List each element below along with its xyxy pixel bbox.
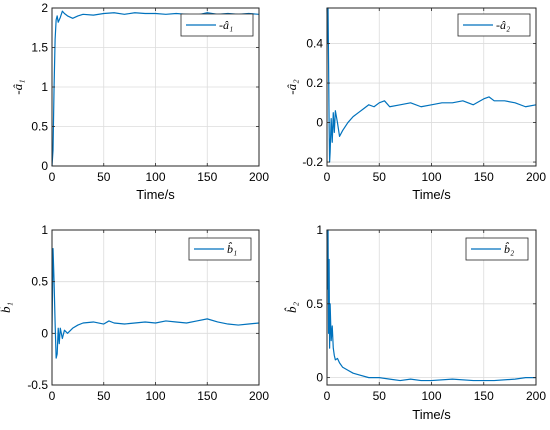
y-tick-label: 0.5 xyxy=(31,120,48,134)
legend-label: b̂₁ xyxy=(227,242,237,256)
x-tick-label: 200 xyxy=(249,170,269,184)
x-tick-label: 150 xyxy=(474,389,494,403)
y-axis-label: -â₂ xyxy=(284,79,299,95)
legend: -â₂ xyxy=(457,13,531,37)
subplot-3: 0 50 100 150 200-0.500.51b̂₁b̂₁ xyxy=(0,223,269,403)
x-tick-label: 100 xyxy=(421,389,441,403)
x-axis-label: Time/s xyxy=(412,407,451,422)
series-line-1 xyxy=(326,229,536,382)
y-tick-label: 0 xyxy=(41,159,48,173)
series-line-1 xyxy=(51,10,260,167)
legend-label: -â₁ xyxy=(219,18,233,32)
y-axis-label: -â₁ xyxy=(10,79,25,94)
legend-box xyxy=(180,13,254,37)
series-line-1 xyxy=(51,248,260,359)
y-tick-label: 1.5 xyxy=(31,41,48,55)
x-tick-label: 50 xyxy=(373,170,387,184)
legend: b̂₁ xyxy=(188,237,252,261)
series-line-1 xyxy=(326,7,537,163)
y-tick-label: 0.5 xyxy=(31,275,48,289)
x-tick-label: 0 xyxy=(324,170,331,184)
y-tick-label: 1 xyxy=(316,223,323,237)
x-tick-label: 0 xyxy=(324,389,331,403)
y-tick-label: 0 xyxy=(316,371,323,385)
subplot-4: 0 50 100 150 200 0 0.5 1 Time/s b̂₂ b̂₂ xyxy=(284,223,546,422)
x-axis-label: Time/s xyxy=(412,187,451,202)
x-tick-label: 150 xyxy=(474,170,494,184)
legend: b̂₂ xyxy=(465,237,529,261)
x-tick-label: 100 xyxy=(421,170,441,184)
x-tick-label: 0 xyxy=(49,389,56,403)
y-tick-label: 0 xyxy=(41,326,48,340)
x-tick-label: 0 xyxy=(49,170,56,184)
y-tick-label: -0.2 xyxy=(302,155,323,169)
x-tick-label: 200 xyxy=(249,389,269,403)
y-tick-label: 1 xyxy=(41,223,48,237)
y-tick-label: -0.5 xyxy=(27,378,48,392)
y-tick-label: 0.2 xyxy=(306,76,323,90)
y-tick-label: 2 xyxy=(41,1,48,15)
y-tick-label: 0.5 xyxy=(306,297,323,311)
x-tick-label: 100 xyxy=(145,170,165,184)
x-tick-label: 150 xyxy=(197,389,217,403)
y-tick-label: 0.4 xyxy=(306,37,323,51)
legend-label: -â₂ xyxy=(496,18,510,32)
x-tick-label: 100 xyxy=(145,389,165,403)
x-tick-label: 50 xyxy=(97,170,111,184)
x-tick-label: 200 xyxy=(526,389,546,403)
x-tick-label: 50 xyxy=(373,389,387,403)
legend-label: b̂₂ xyxy=(504,242,514,256)
x-axis-label: Time/s xyxy=(136,187,175,202)
legend-box xyxy=(457,13,531,37)
legend: -â₁ xyxy=(180,13,254,37)
x-tick-label: 50 xyxy=(97,389,111,403)
y-tick-label: 0 xyxy=(316,116,323,130)
y-tick-label: 1 xyxy=(41,80,48,94)
x-tick-label: 150 xyxy=(197,170,217,184)
subplot-1: 0 50 100 150 200 0 0.5 1 1.5 2 Time/s -â₁ -â₁ xyxy=(10,1,269,202)
y-axis-label: b̂₁ xyxy=(0,302,13,313)
y-axis-label: b̂₂ xyxy=(284,302,299,314)
x-tick-label: 200 xyxy=(526,170,546,184)
